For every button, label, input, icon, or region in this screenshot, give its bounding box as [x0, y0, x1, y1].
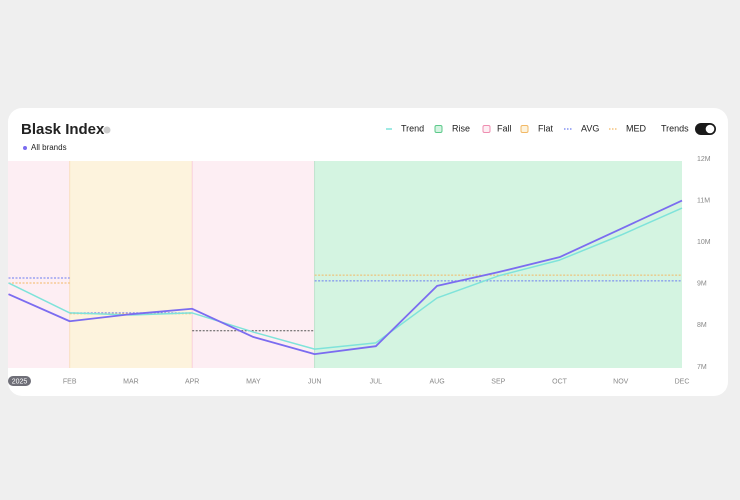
toggle-label[interactable]: Trends — [661, 123, 689, 133]
legend-label[interactable]: Rise — [452, 123, 470, 133]
x-tick-label: MAY — [246, 378, 261, 385]
legend-label[interactable]: Fall — [497, 123, 512, 133]
x-tick-label: DEC — [675, 378, 690, 385]
x-tick-label: 2025 — [12, 378, 28, 385]
legend-label[interactable]: MED — [626, 123, 647, 133]
legend-icon — [520, 125, 529, 133]
y-tick-label: 7M — [697, 364, 707, 371]
legend-label[interactable]: Flat — [538, 123, 554, 133]
y-tick-label: 11M — [697, 197, 710, 204]
chart-title: Blask Index — [21, 121, 105, 138]
y-tick-label: 8M — [697, 322, 707, 329]
series-line — [8, 199, 683, 356]
y-tick-label: 9M — [697, 281, 707, 288]
x-tick-label: FEB — [63, 378, 77, 385]
series-name: All brands — [31, 143, 67, 152]
trend-region — [192, 161, 315, 368]
toggle-knob[interactable] — [705, 124, 715, 134]
trend-region — [314, 161, 682, 368]
info-icon[interactable] — [103, 126, 111, 134]
series-dot — [23, 146, 27, 150]
x-tick-label: JUL — [370, 378, 383, 385]
legend-icon — [434, 125, 443, 133]
legend-label[interactable]: AVG — [581, 123, 599, 133]
trend-region — [8, 161, 70, 368]
x-tick-label: NOV — [613, 378, 629, 385]
trend-region — [69, 161, 193, 368]
x-tick-label: APR — [185, 378, 199, 385]
legend-label[interactable]: Trend — [401, 123, 424, 133]
x-tick-label: AUG — [430, 378, 445, 385]
x-tick-label: JUN — [308, 378, 322, 385]
year-pill — [8, 376, 31, 386]
x-tick-label: MAR — [123, 378, 139, 385]
legend-icon — [482, 125, 491, 133]
y-tick-label: 12M — [697, 156, 711, 163]
x-tick-label: SEP — [491, 378, 505, 385]
x-tick-label: OCT — [552, 378, 568, 385]
y-tick-label: 10M — [697, 239, 711, 246]
